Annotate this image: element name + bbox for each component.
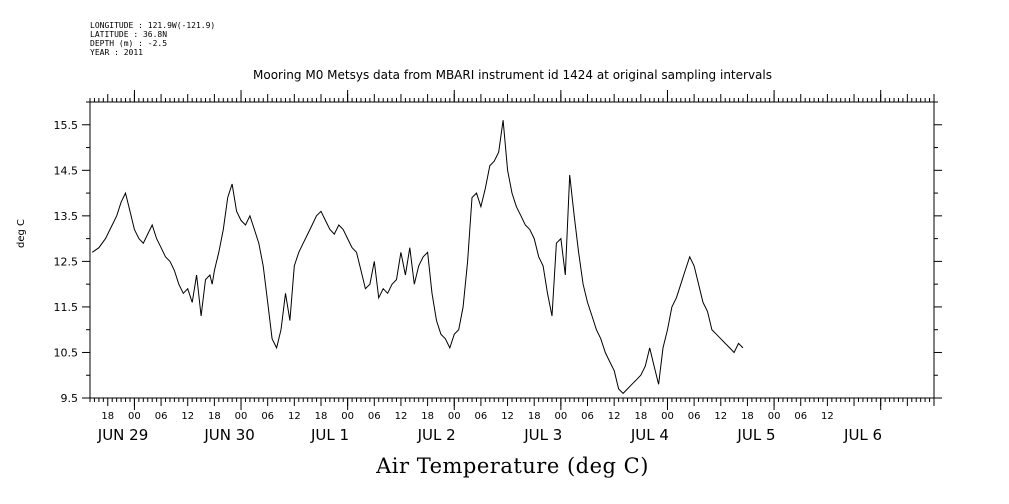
y-tick-label: 9.5 — [61, 392, 79, 405]
axes-group: 9.5 10.5 11.5 12.5 13.5 14.5 15.5 18 00 06 12 18 00 0… — [54, 90, 942, 444]
x-date-label: JUL 3 — [523, 426, 562, 444]
x-hour-tick-label: 12 — [395, 411, 408, 422]
chart-title: Mooring M0 Metsys data from MBARI instru… — [253, 68, 772, 82]
x-date-label: JUL 6 — [843, 426, 882, 444]
x-hour-tick-label: 12 — [714, 411, 727, 422]
x-hour-tick-label: 00 — [128, 411, 141, 422]
y-tick-label: 10.5 — [54, 346, 79, 359]
x-hour-tick-label: 00 — [768, 411, 781, 422]
x-hour-tick-label: 18 — [101, 411, 114, 422]
x-hour-tick-label: 12 — [821, 411, 834, 422]
plot-frame — [89, 101, 935, 399]
x-hour-tick-label: 00 — [554, 411, 567, 422]
x-hour-tick-label: 12 — [501, 411, 514, 422]
x-axis-label: Air Temperature (deg C) — [376, 454, 649, 478]
x-hour-tick-label: 12 — [181, 411, 194, 422]
y-tick-label: 13.5 — [54, 210, 79, 223]
x-hour-tick-label: 00 — [235, 411, 248, 422]
depth-label: DEPTH (m) : -2.5 — [90, 39, 168, 48]
y-tick-label: 14.5 — [54, 164, 79, 177]
header-metadata: LONGITUDE : 121.9W(-121.9) LATITUDE : 36… — [90, 21, 215, 57]
x-hour-tick-label: 12 — [288, 411, 301, 422]
x-hour-tick-label: 06 — [368, 411, 381, 422]
x-hour-tick-label: 18 — [208, 411, 221, 422]
x-date-label: JUL 4 — [630, 426, 669, 444]
longitude-label: LONGITUDE : 121.9W(-121.9) — [90, 21, 216, 30]
x-hour-tick-label: 18 — [741, 411, 754, 422]
year-label: YEAR : 2011 — [90, 48, 143, 57]
x-date-label: JUL 2 — [417, 426, 456, 444]
x-hour-tick-label: 18 — [528, 411, 541, 422]
latitude-label: LATITUDE : 36.8N — [90, 30, 168, 39]
x-hour-tick-label: 06 — [581, 411, 594, 422]
x-hour-tick-label: 06 — [688, 411, 701, 422]
x-hour-tick-label: 06 — [261, 411, 274, 422]
x-date-label: JUL 1 — [310, 426, 349, 444]
y-tick-label: 12.5 — [54, 255, 79, 268]
x-hour-tick-label: 18 — [421, 411, 434, 422]
x-hour-tick-label: 00 — [341, 411, 354, 422]
x-hour-tick-label: 18 — [634, 411, 647, 422]
x-date-label: JUN 29 — [97, 426, 148, 444]
series-line-air-temperature — [91, 120, 744, 395]
x-hour-tick-label: 12 — [608, 411, 621, 422]
x-hour-tick-label: 06 — [475, 411, 488, 422]
x-date-label: JUN 30 — [203, 426, 254, 444]
y-tick-label: 11.5 — [54, 301, 79, 314]
x-date-label: JUL 5 — [736, 426, 775, 444]
y-tick-label: 15.5 — [54, 119, 79, 132]
x-hour-tick-label: 18 — [315, 411, 328, 422]
x-hour-tick-label: 06 — [794, 411, 807, 422]
x-hour-tick-label: 06 — [155, 411, 168, 422]
x-hour-tick-label: 00 — [661, 411, 674, 422]
x-hour-tick-label: 00 — [448, 411, 461, 422]
